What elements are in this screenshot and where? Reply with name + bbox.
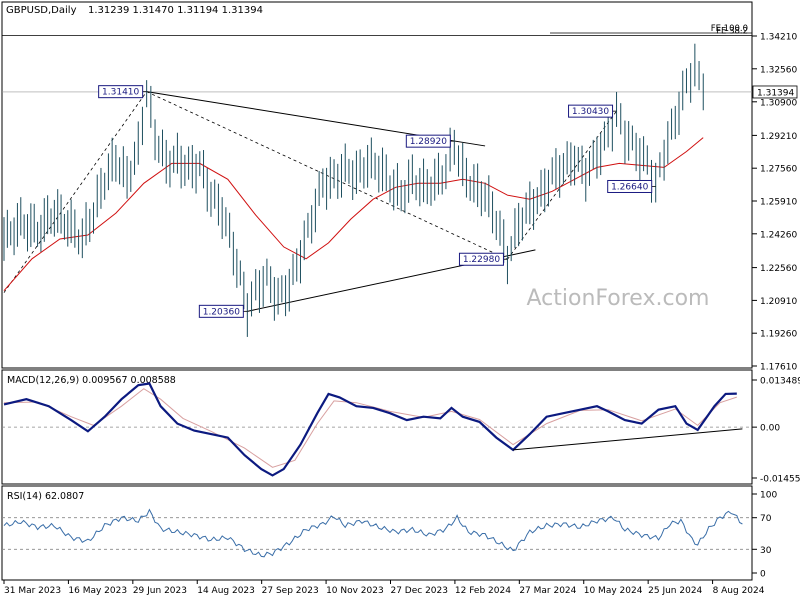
x-tick-label: 27 Dec 2023 [390, 586, 448, 596]
axes-layer: 1.34210 1.32560 1.30900 1.29210 1.27560 1.259… [3, 33, 800, 596]
x-tick-label: 14 Aug 2023 [197, 586, 255, 596]
macd-signal-line [3, 388, 737, 468]
rsi-layer [2, 508, 752, 558]
price-annotation-box [98, 85, 144, 99]
price-annotation-label: 1.30430 [572, 107, 609, 117]
fe-label: FE 38.2 [716, 27, 748, 37]
price-y-tick-label: 1.34210 [760, 33, 797, 43]
macd-y-tick-label: -0.014554 [760, 475, 800, 485]
price-annotation-label: 1.31410 [102, 88, 139, 98]
macd-trendline [513, 428, 743, 451]
price-y-tick-label: 1.27560 [760, 165, 797, 175]
rsi-y-tick-label: 70 [760, 514, 772, 524]
price-annotation-box [568, 104, 614, 118]
price-annotation-box [198, 304, 244, 318]
x-tick-label: 25 Jun 2024 [648, 586, 702, 596]
symbol-label: GBPUSD,Daily [6, 5, 77, 16]
trendline-dashed [3, 91, 147, 293]
price-annotation-label: 1.20360 [203, 307, 240, 317]
macd-layer [2, 382, 752, 477]
price-y-tick-label: 1.20910 [760, 297, 797, 307]
price-annotation-box [405, 134, 451, 148]
rsi-title: RSI(14) 62.0807 [7, 491, 84, 502]
x-tick-label: 31 Mar 2023 [4, 586, 61, 596]
rsi-y-tick-label: 0 [760, 570, 766, 580]
price-annotation-label: 1.22980 [463, 255, 500, 265]
x-tick-label: 10 May 2024 [584, 586, 643, 596]
ohlc-label: 1.31239 1.31470 1.31194 1.31394 [88, 5, 263, 16]
price-annotation-label: 1.26640 [611, 182, 648, 192]
x-tick-label: 27 Sep 2023 [262, 586, 319, 596]
x-tick-label: 27 Mar 2024 [519, 586, 576, 596]
macd-line [3, 382, 737, 477]
x-tick-label: 29 Jun 2023 [133, 586, 187, 596]
macd-y-tick-label: 0.00 [760, 424, 780, 434]
x-tick-label: 10 Nov 2023 [326, 586, 384, 596]
rsi-y-tick-label: 100 [760, 491, 777, 501]
price-layer: FE 100.0FE 38.2 1.31410 1.28920 1.30430 1.26… [2, 24, 752, 337]
x-tick-label: 12 Feb 2024 [455, 586, 511, 596]
price-y-tick-label: 1.22560 [760, 264, 797, 274]
price-annotation-label: 1.28920 [410, 137, 447, 147]
current-price-tag-label: 1.31394 [757, 88, 794, 98]
rsi-panel-frame [1, 485, 753, 581]
price-annotation-box [458, 252, 504, 266]
price-y-tick-label: 1.25910 [760, 198, 797, 208]
current-price-tag [752, 85, 798, 99]
macd-y-tick-label: 0.013489 [760, 377, 800, 387]
macd-title: MACD(12,26,9) 0.009567 0.008588 [7, 375, 176, 386]
trendline-dashed [507, 110, 617, 260]
price-y-tick-label: 1.32560 [760, 65, 797, 75]
watermark: ActionForex.com [527, 286, 710, 311]
price-y-tick-label: 1.24260 [760, 230, 797, 240]
rsi-y-tick-label: 30 [760, 546, 772, 556]
rsi-line [3, 508, 743, 558]
price-y-tick-label: 1.30900 [760, 98, 797, 108]
price-y-tick-label: 1.29210 [760, 132, 797, 142]
fe-label: FE 100.0 [711, 24, 748, 34]
price-annotation-box [607, 179, 653, 193]
x-tick-label: 16 May 2023 [68, 586, 127, 596]
price-y-tick-label: 1.17610 [760, 363, 797, 373]
price-y-tick-label: 1.19260 [760, 330, 797, 340]
x-tick-label: 8 Aug 2024 [713, 586, 765, 596]
